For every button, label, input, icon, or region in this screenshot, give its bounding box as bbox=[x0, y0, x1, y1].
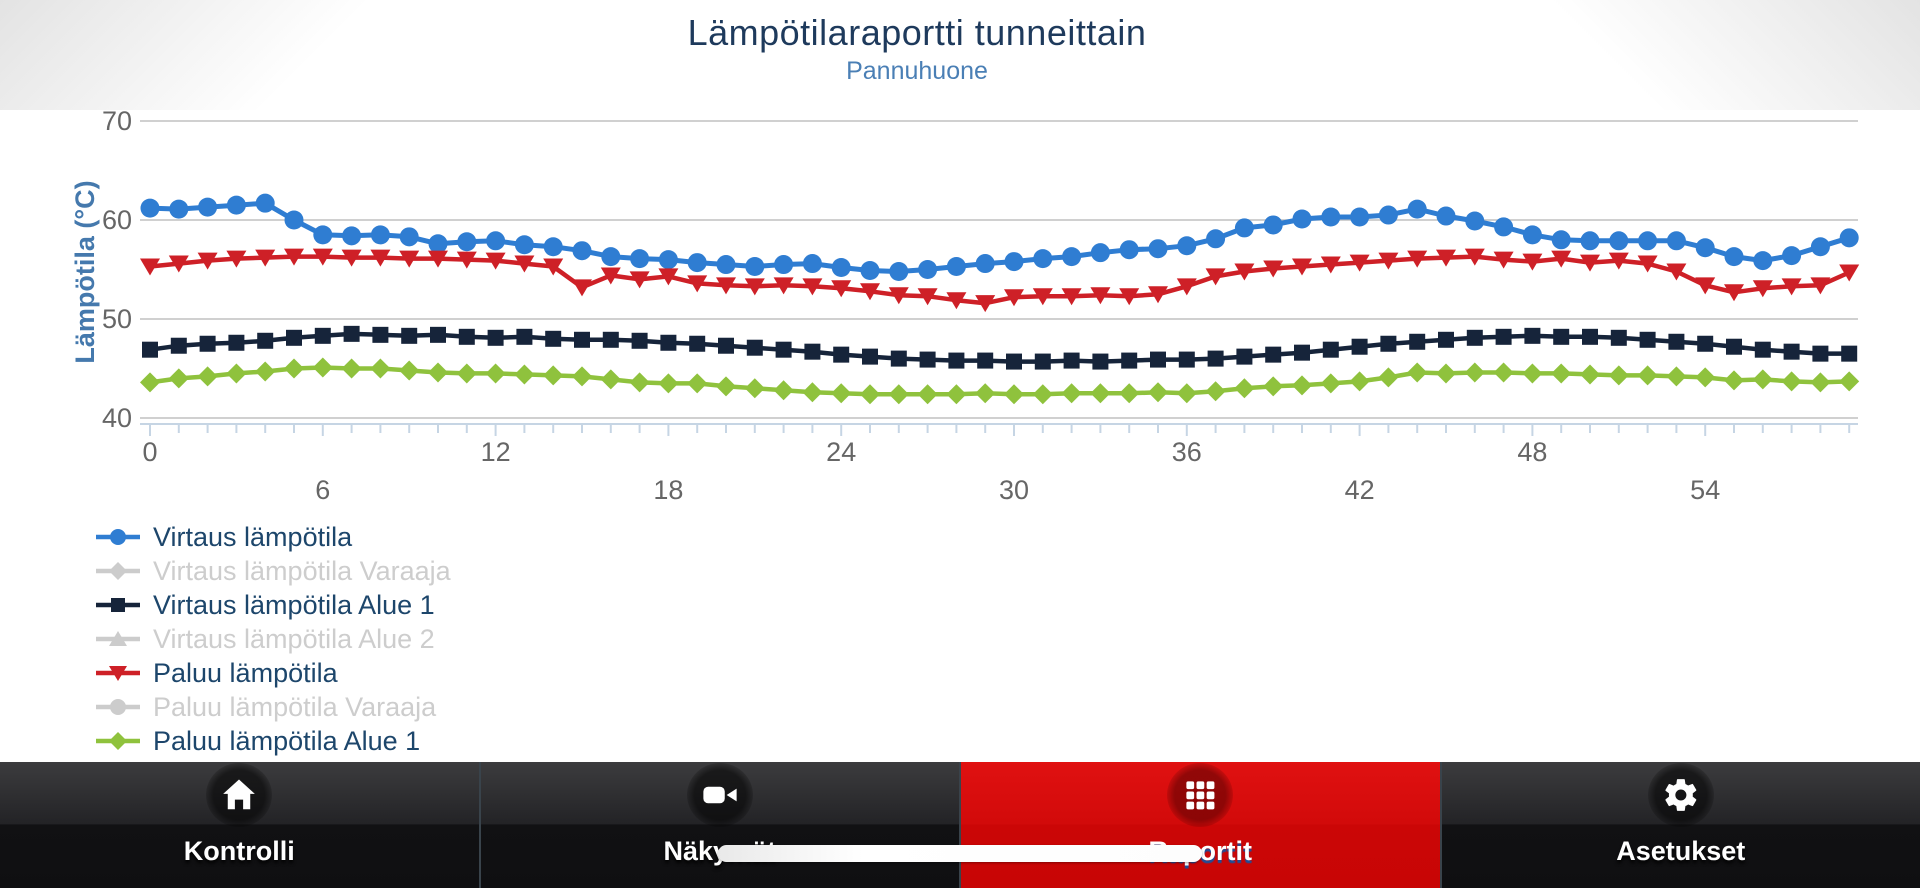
tab-nakymat[interactable]: Näkymät bbox=[478, 762, 959, 888]
svg-text:70: 70 bbox=[102, 106, 132, 136]
legend-item-label: Paluu lämpötila Alue 1 bbox=[153, 725, 421, 756]
gear-icon bbox=[1647, 763, 1714, 827]
temperature-chart: 70 60 50 40 0 6 12 18 24 30 36 42 48 54 bbox=[102, 106, 1860, 505]
svg-text:6: 6 bbox=[315, 475, 330, 505]
legend-item-virtaus-lampotila[interactable]: Virtaus lämpötila bbox=[95, 520, 451, 554]
legend-item-paluu-lampotila[interactable]: Paluu lämpötila bbox=[95, 656, 451, 690]
svg-text:12: 12 bbox=[481, 437, 511, 467]
legend-item-label: Virtaus lämpötila Alue 1 bbox=[153, 589, 435, 620]
y-tick-labels: 70 60 50 40 bbox=[102, 106, 132, 433]
triangle-up-marker-icon bbox=[96, 631, 140, 646]
home-icon bbox=[206, 763, 273, 827]
svg-text:24: 24 bbox=[826, 437, 856, 467]
bottom-navbar: Kontrolli NäkymätRaportit Asetukset bbox=[0, 762, 1920, 888]
svg-text:50: 50 bbox=[102, 304, 132, 334]
x-axis bbox=[140, 423, 1858, 436]
video-camera-icon bbox=[686, 763, 753, 827]
svg-text:42: 42 bbox=[1345, 475, 1375, 505]
series-virtaus-lampotila bbox=[140, 193, 1859, 281]
series-paluu-lampotila-alue-1 bbox=[140, 357, 1860, 405]
legend: Virtaus lämpötila Virtaus lämpötila Varaa… bbox=[95, 520, 451, 758]
grid-icon bbox=[1167, 763, 1234, 827]
chart-title: Lämpötilaraportti tunneittain bbox=[687, 12, 1147, 53]
svg-text:48: 48 bbox=[1517, 437, 1547, 467]
home-indicator[interactable] bbox=[718, 845, 1202, 862]
tab-raportit[interactable]: Raportit bbox=[959, 762, 1440, 888]
legend-item-label: Paluu lämpötila Varaaja bbox=[153, 691, 437, 722]
legend-item-label: Virtaus lämpötila Varaaja bbox=[153, 555, 451, 586]
legend-item-label: Virtaus lämpötila Alue 2 bbox=[153, 623, 435, 654]
tab-label: Kontrolli bbox=[183, 836, 295, 866]
series-paluu-lampotila bbox=[140, 248, 1860, 313]
legend-item-label: Paluu lämpötila bbox=[153, 657, 338, 688]
svg-text:40: 40 bbox=[102, 403, 132, 433]
circle-marker-icon bbox=[96, 529, 140, 545]
svg-text:60: 60 bbox=[102, 205, 132, 235]
tab-asetukset[interactable]: Asetukset bbox=[1439, 762, 1920, 888]
svg-text:18: 18 bbox=[653, 475, 683, 505]
square-marker-icon bbox=[96, 598, 140, 612]
svg-text:54: 54 bbox=[1690, 475, 1720, 505]
legend-item-label: Virtaus lämpötila bbox=[153, 521, 353, 552]
legend-item-paluu-lampotila-alue-1[interactable]: Paluu lämpötila Alue 1 bbox=[95, 724, 451, 758]
triangle-down-marker-icon bbox=[96, 666, 140, 681]
svg-text:36: 36 bbox=[1172, 437, 1202, 467]
legend-item-virtaus-lampotila-varaaja[interactable]: Virtaus lämpötila Varaaja bbox=[95, 554, 451, 588]
diamond-marker-icon bbox=[96, 562, 140, 580]
diamond-marker-icon bbox=[96, 732, 140, 750]
legend-item-virtaus-lampotila-alue-2[interactable]: Virtaus lämpötila Alue 2 bbox=[95, 622, 451, 656]
x-tick-labels: 0 6 12 18 24 30 36 42 48 54 bbox=[142, 437, 1720, 505]
series-virtaus-lampotila-alue-1 bbox=[142, 325, 1858, 370]
legend-item-virtaus-lampotila-alue-1[interactable]: Virtaus lämpötila Alue 1 bbox=[95, 588, 451, 622]
tab-label: Asetukset bbox=[1616, 836, 1746, 866]
y-gridlines bbox=[140, 120, 1858, 419]
chart-subtitle: Pannuhuone bbox=[846, 57, 988, 85]
svg-text:0: 0 bbox=[142, 437, 157, 467]
legend-item-paluu-lampotila-varaaja[interactable]: Paluu lämpötila Varaaja bbox=[95, 690, 451, 724]
svg-text:30: 30 bbox=[999, 475, 1029, 505]
circle-marker-icon bbox=[96, 699, 140, 715]
y-axis-title: Lämpötila (°C) bbox=[70, 180, 100, 364]
tab-kontrolli[interactable]: Kontrolli bbox=[0, 762, 479, 888]
